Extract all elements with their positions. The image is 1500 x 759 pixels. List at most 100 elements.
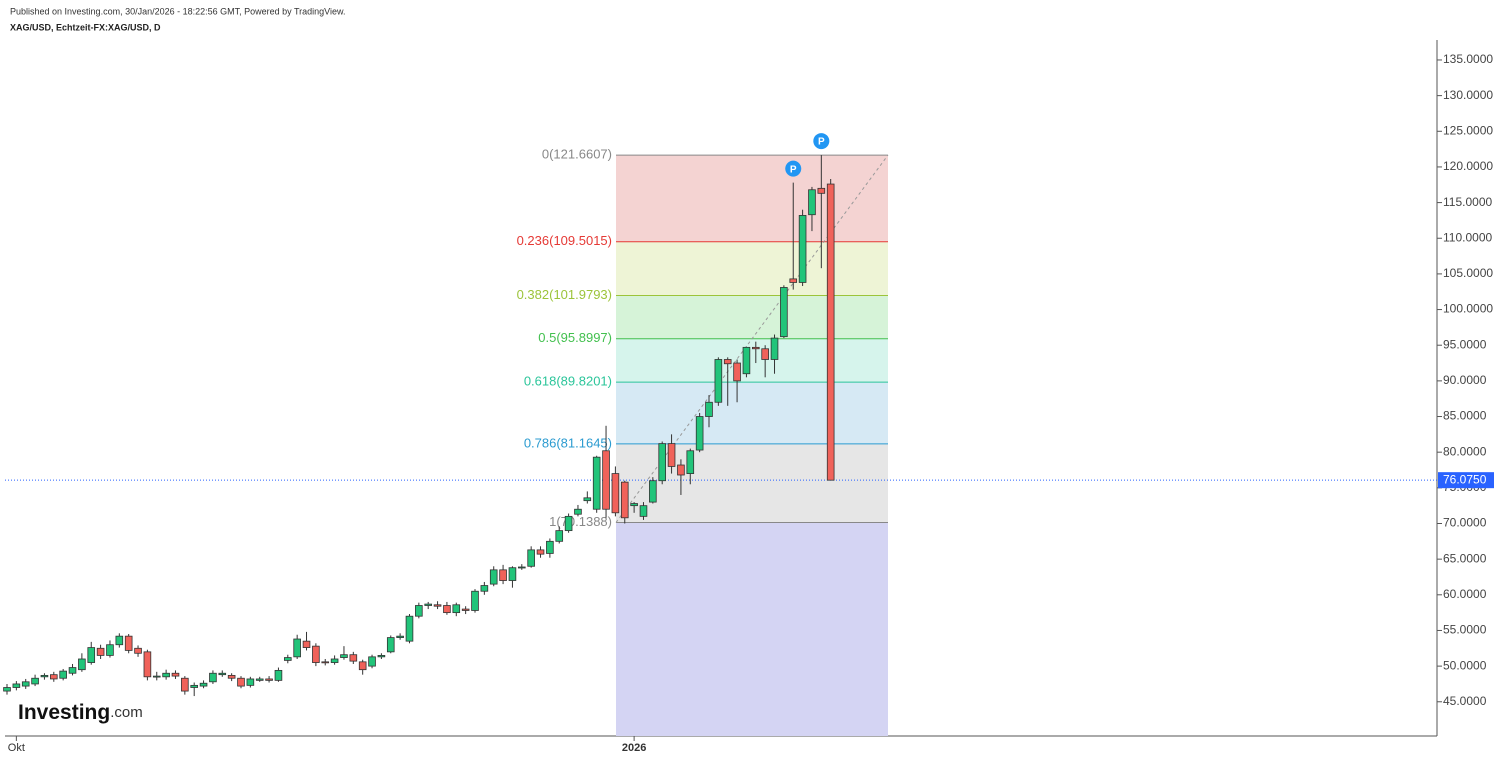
candle-body (686, 450, 695, 474)
fib-label: 0.786(81.1645) (524, 435, 612, 450)
fib-zone (616, 338, 888, 383)
candle-body (78, 658, 86, 671)
candle-body (733, 362, 741, 382)
y-tick-label: 70.0000 (1443, 516, 1487, 530)
candle-body (396, 635, 404, 638)
fib-label: 0.5(95.8997) (538, 330, 612, 345)
candle-body (218, 672, 227, 676)
y-tick-label: 90.0000 (1443, 373, 1487, 387)
candle-body (798, 215, 807, 283)
y-tick-label: 80.0000 (1443, 444, 1487, 458)
candle-body (21, 681, 30, 687)
y-tick-label: 45.0000 (1443, 694, 1487, 708)
candle-body (789, 278, 798, 283)
y-tick-label: 120.0000 (1443, 159, 1493, 173)
candle-body (508, 567, 517, 581)
candle-body (752, 346, 760, 350)
candle-body (592, 456, 601, 510)
candle-body (3, 687, 11, 692)
candle-body (68, 667, 77, 674)
candle-body (499, 569, 507, 581)
y-tick-label: 60.0000 (1443, 587, 1487, 601)
fib-label: 0.236(109.5015) (517, 233, 612, 248)
y-tick-label: 50.0000 (1443, 658, 1487, 672)
candle-body (620, 481, 629, 519)
candle-body (405, 615, 414, 642)
candle-body (695, 416, 704, 451)
candle-body (826, 183, 835, 481)
y-tick-label: 85.0000 (1443, 409, 1487, 423)
candle-body (181, 677, 189, 692)
candle-body (583, 497, 592, 502)
candle-body (555, 530, 564, 542)
candle-body (761, 348, 769, 360)
candle-body (742, 346, 751, 375)
marker-circle (813, 133, 830, 150)
candle-body (471, 590, 479, 611)
candle-body (770, 337, 779, 360)
candle-body (124, 635, 133, 651)
fib-label: 0.618(89.8201) (524, 374, 612, 389)
candle-body (639, 505, 648, 517)
candle-body (667, 443, 676, 467)
candle-body (87, 647, 96, 663)
y-tick-label: 100.0000 (1443, 302, 1493, 316)
y-tick-label: 125.0000 (1443, 123, 1493, 137)
candle-body (237, 677, 245, 687)
candle-body (377, 655, 386, 658)
candle-body (649, 480, 657, 503)
candle-body (50, 674, 58, 680)
marker-circle (785, 160, 802, 177)
candle-body (461, 608, 470, 611)
fib-zone (616, 382, 888, 444)
candle-body (677, 464, 685, 476)
candle-body (452, 604, 461, 614)
fib-zone (616, 241, 888, 296)
candle-body (630, 503, 638, 507)
candle-body (274, 669, 283, 681)
candle-body (358, 661, 367, 671)
candle-body (255, 678, 264, 681)
published-note: Published on Investing.com, 30/Jan/2026 … (10, 6, 346, 16)
x-tick-label: Okt (8, 742, 25, 754)
y-tick-label: 65.0000 (1443, 551, 1487, 565)
candle-body (714, 359, 723, 403)
y-tick-label: 95.0000 (1443, 337, 1487, 351)
candle-body (227, 674, 236, 679)
candle-body (602, 450, 610, 510)
candle-body (134, 647, 142, 654)
candle-body (574, 508, 582, 515)
plot-area: 0(121.6607) 0.236(109.5015) 0.382(101.9793… (3, 52, 1494, 754)
candle-body (424, 603, 432, 606)
logo-suffix: .com (110, 704, 143, 721)
y-tick-label: 55.0000 (1443, 623, 1487, 637)
candle-body (527, 549, 535, 567)
candle-body (312, 645, 320, 663)
fib-label: 0.382(101.9793) (517, 287, 612, 302)
candle-body (321, 661, 330, 664)
fib-zone (616, 522, 888, 736)
candle-body (115, 635, 124, 646)
candle-body (96, 647, 105, 656)
y-tick-label: 105.0000 (1443, 266, 1493, 280)
candle-body (302, 640, 311, 648)
candle-body (518, 566, 526, 569)
candle-body (199, 682, 208, 687)
fib-label: 0(121.6607) (542, 147, 612, 162)
candle-body (433, 604, 442, 607)
candle-body (59, 670, 67, 679)
candle-body (12, 683, 21, 688)
candle-body (340, 654, 348, 658)
last-price-tag (1438, 472, 1494, 489)
fib-trend-line (615, 154, 889, 523)
candle-body (415, 605, 423, 617)
marker-label: P (790, 164, 797, 175)
candle-body (611, 473, 620, 514)
fib-label: 1(70.1388) (549, 514, 612, 529)
y-tick-label: 130.0000 (1443, 88, 1493, 102)
candle-body (546, 540, 554, 554)
candle-body (265, 678, 273, 681)
candle-body (330, 658, 339, 663)
candle-body (780, 287, 788, 338)
